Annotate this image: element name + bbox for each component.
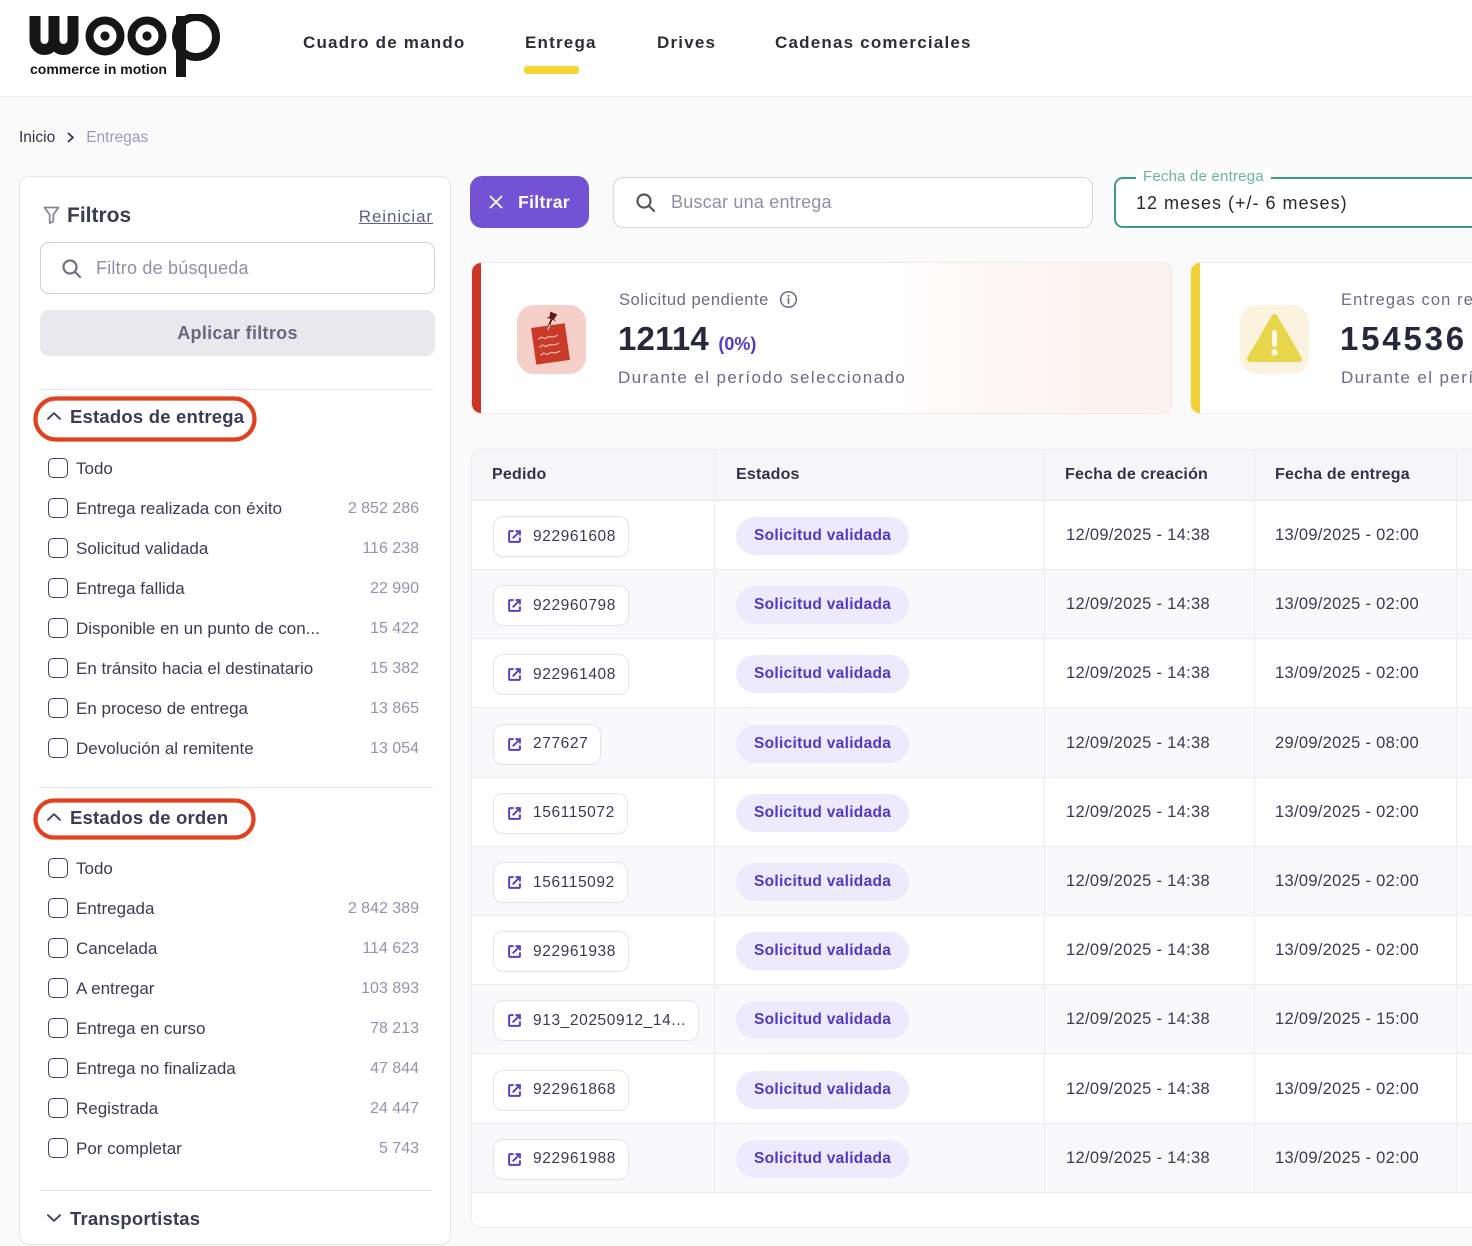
svg-text:commerce in motion: commerce in motion xyxy=(30,61,167,77)
